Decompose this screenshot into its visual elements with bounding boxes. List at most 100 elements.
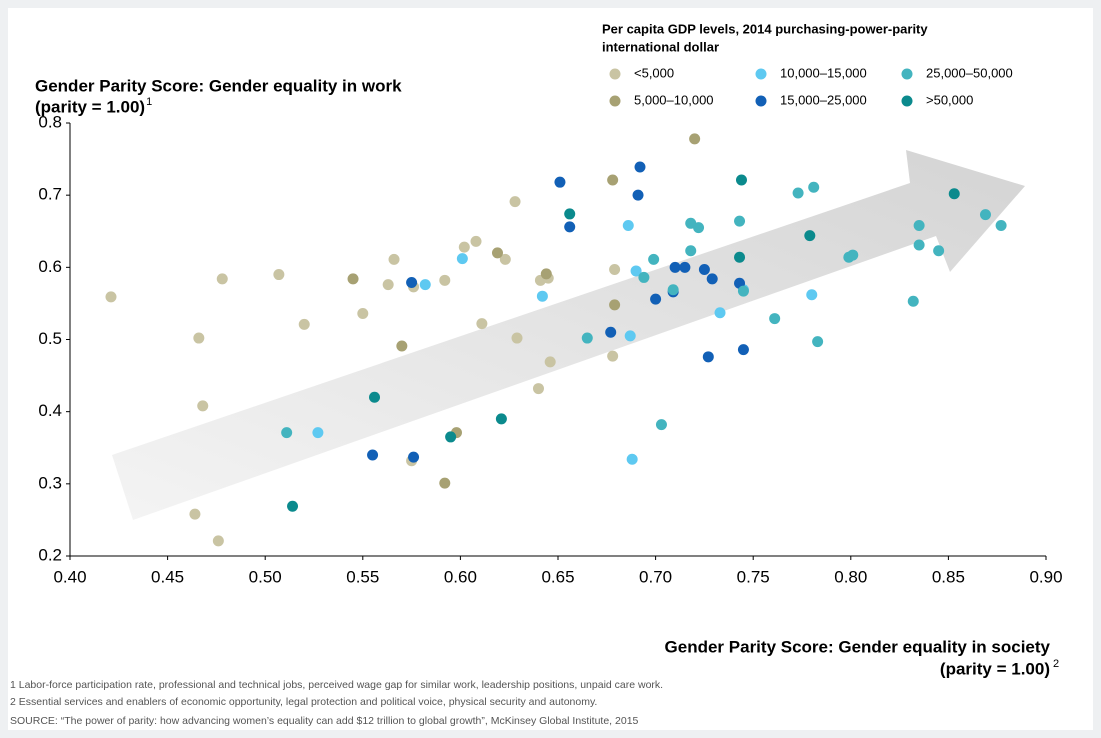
point: [669, 261, 681, 273]
point: [396, 340, 408, 352]
point: [540, 268, 552, 280]
point: [734, 215, 746, 227]
point: [347, 273, 359, 285]
point: [609, 299, 621, 311]
y-tick-label: 0.3: [38, 473, 62, 492]
footnote: 2 Essential services and enablers of eco…: [10, 696, 597, 708]
point: [806, 289, 818, 301]
legend-label: 25,000–50,000: [926, 65, 1013, 80]
point: [564, 221, 576, 233]
y-tick-label: 0.8: [38, 112, 62, 131]
point: [439, 274, 451, 286]
source: SOURCE: “The power of parity: how advanc…: [10, 715, 639, 727]
point: [655, 419, 667, 431]
point: [632, 189, 644, 201]
x-tick-label: 0.80: [834, 567, 867, 586]
y-tick-label: 0.6: [38, 257, 62, 276]
point: [622, 219, 634, 231]
point: [634, 161, 646, 173]
point: [907, 295, 919, 307]
title-line: (parity = 1.00): [35, 97, 145, 116]
legend-swatch: [609, 95, 621, 107]
point: [212, 535, 224, 547]
point: [995, 219, 1007, 231]
point: [648, 253, 660, 265]
x-axis-label: (parity = 1.00): [940, 659, 1050, 678]
point: [193, 332, 205, 344]
point: [408, 451, 420, 463]
point: [382, 279, 394, 291]
x-axis-label: Gender Parity Score: Gender equality in …: [665, 637, 1051, 656]
point: [847, 249, 859, 261]
point: [607, 174, 619, 186]
point: [554, 176, 566, 188]
point: [913, 219, 925, 231]
legend-swatch: [901, 68, 913, 80]
point: [388, 253, 400, 265]
point: [689, 133, 701, 145]
point: [273, 269, 285, 281]
x-tick-label: 0.60: [444, 567, 477, 586]
point: [197, 400, 209, 412]
point: [544, 356, 556, 368]
point: [581, 332, 593, 344]
y-tick-label: 0.4: [38, 401, 62, 420]
x-tick-label: 0.75: [737, 567, 770, 586]
point: [511, 332, 523, 344]
x-tick-label: 0.45: [151, 567, 184, 586]
point: [714, 307, 726, 319]
point: [369, 391, 381, 403]
point: [532, 383, 544, 395]
legend-label: <5,000: [634, 65, 674, 80]
legend-swatch: [755, 95, 767, 107]
point: [419, 279, 431, 291]
point: [499, 253, 511, 265]
legend-swatch: [609, 68, 621, 80]
point: [470, 235, 482, 247]
point: [476, 318, 488, 330]
point: [509, 196, 521, 208]
point: [693, 222, 705, 234]
point: [769, 313, 781, 325]
point: [913, 239, 925, 251]
point: [948, 188, 960, 200]
x-tick-label: 0.50: [249, 567, 282, 586]
x-axis-note: 2: [1053, 658, 1059, 670]
point: [698, 263, 710, 275]
point: [735, 174, 747, 186]
legend-label: 5,000–10,000: [634, 92, 714, 107]
point: [281, 427, 293, 439]
point: [808, 181, 820, 193]
point: [734, 251, 746, 263]
point: [737, 344, 749, 356]
point: [792, 187, 804, 199]
legend-title: international dollar: [602, 39, 719, 54]
point: [737, 285, 749, 297]
point: [638, 271, 650, 283]
y-tick-label: 0.5: [38, 329, 62, 348]
point: [406, 276, 418, 288]
legend-title: Per capita GDP levels, 2014 purchasing-p…: [602, 21, 928, 36]
y-tick-label: 0.7: [38, 185, 62, 204]
trend-arrow: [112, 150, 1025, 520]
point: [626, 453, 638, 465]
point: [495, 413, 507, 425]
point: [287, 500, 299, 512]
point: [439, 477, 451, 489]
point: [312, 427, 324, 439]
footnote: 1 Labor-force participation rate, profes…: [10, 679, 663, 691]
point: [702, 351, 714, 363]
title-line: Gender Parity Score: Gender equality in …: [35, 76, 402, 95]
x-tick-label: 0.70: [639, 567, 672, 586]
point: [706, 273, 718, 285]
point: [456, 253, 468, 265]
legend-label: >50,000: [926, 92, 973, 107]
point: [564, 208, 576, 220]
legend-swatch: [755, 68, 767, 80]
y-tick-label: 0.2: [38, 545, 62, 564]
point: [609, 263, 621, 275]
point: [216, 273, 228, 285]
point: [367, 449, 379, 461]
point: [667, 284, 679, 296]
